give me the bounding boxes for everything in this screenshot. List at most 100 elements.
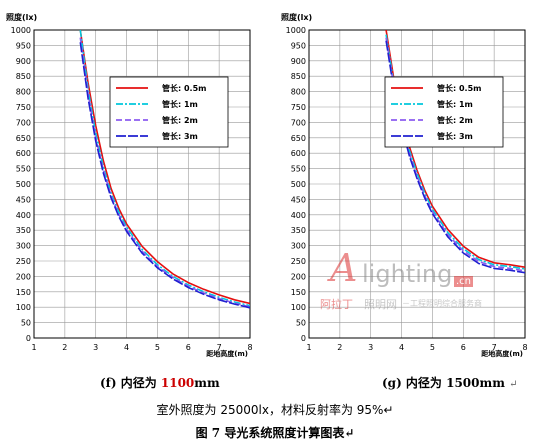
y-tick-label: 150 (16, 288, 31, 297)
y-tick-label: 900 (16, 57, 31, 66)
watermark-logo-badge: .cn (454, 276, 474, 287)
y-tick-label: 750 (291, 103, 306, 112)
plot-frame (308, 29, 526, 339)
plot-frame (33, 29, 251, 339)
y-tick-label: 400 (291, 211, 306, 220)
x-tick-label: 7 (492, 343, 497, 352)
y-tick-label: 550 (16, 165, 31, 174)
x-tick-label: 8 (522, 343, 527, 352)
x-axis-label: 距地高度(m) (206, 349, 248, 358)
y-axis-label: 照度(lx) (281, 12, 312, 22)
y-tick-label: 600 (291, 149, 306, 158)
y-tick-label: 950 (291, 41, 306, 50)
watermark-brand: 阿拉丁 (320, 298, 353, 311)
y-tick-label: 750 (16, 103, 31, 112)
y-tick-label: 300 (291, 242, 306, 251)
y-tick-label: 850 (291, 72, 306, 81)
x-tick-label: 1 (306, 343, 311, 352)
y-tick-label: 500 (291, 180, 306, 189)
x-tick-label: 6 (186, 343, 191, 352)
y-tick-label: 200 (291, 272, 306, 281)
y-tick-label: 100 (16, 303, 31, 312)
y-tick-label: 300 (16, 242, 31, 251)
x-tick-label: 8 (247, 343, 252, 352)
series-line (79, 37, 250, 308)
caption-left-suffix: mm (194, 376, 220, 390)
x-tick-label: 2 (337, 343, 342, 352)
y-tick-label: 800 (16, 88, 31, 97)
y-tick-label: 350 (16, 226, 31, 235)
y-tick-label: 700 (291, 118, 306, 127)
chart-left: 0 50 100 150 200 250 300 350 400 450 500 550 600 650 7… (6, 12, 253, 358)
legend-label: 管长: 2m (437, 115, 473, 125)
chart-right: 0 50 100 150 200 250 300 350 400 450 500 550 600 650 7… (281, 12, 528, 358)
watermark: A lighting .cn 阿拉丁 照明网 －工程照明综合服务商 (318, 246, 498, 316)
y-tick-label: 50 (21, 319, 31, 328)
y-tick-label: 500 (16, 180, 31, 189)
x-tick-label: 4 (399, 343, 404, 352)
y-tick-label: 450 (291, 195, 306, 204)
y-tick-label: 600 (16, 149, 31, 158)
y-axis-label: 照度(lx) (6, 12, 37, 22)
series-line (79, 30, 250, 307)
series-group (385, 30, 525, 274)
grid (33, 29, 251, 339)
caption-right: (g) 内径为 1500mm ↵ (382, 374, 517, 391)
x-tick-label: 6 (461, 343, 466, 352)
y-tick-label: 150 (291, 288, 306, 297)
y-tick-label: 50 (296, 319, 306, 328)
y-tick-label: 100 (291, 303, 306, 312)
caption-left-value: 1100 (160, 376, 195, 390)
series-line (79, 42, 250, 309)
y-tick-label: 800 (291, 88, 306, 97)
x-tick-label: 4 (124, 343, 129, 352)
x-tick-label: 7 (217, 343, 222, 352)
legend-label: 管长: 2m (162, 115, 198, 125)
y-tick-label: 250 (291, 257, 306, 266)
y-tick-label: 700 (16, 118, 31, 127)
legend-label: 管长: 1m (437, 99, 473, 109)
y-tick-label: 0 (26, 334, 31, 343)
y-tick-label: 450 (16, 195, 31, 204)
legend-label: 管长: 3m (437, 131, 473, 141)
paragraph-mark: ↵ (509, 379, 518, 390)
x-axis-label: 距地高度(m) (481, 349, 523, 358)
y-tick-label: 950 (16, 41, 31, 50)
note: 室外照度为 25000lx，材料反射率为 95%↵ (156, 403, 394, 417)
y-tick-label: 650 (291, 134, 306, 143)
caption-right-text: (g) 内径为 1500mm (382, 376, 505, 390)
y-tick-label: 200 (16, 272, 31, 281)
series-group (79, 30, 250, 309)
series-line (385, 34, 525, 270)
y-tick-label: 1000 (11, 26, 31, 35)
y-tick-label: 250 (16, 257, 31, 266)
x-tick-label: 3 (93, 343, 98, 352)
caption-left: (f) 内径为 1100mm (100, 374, 220, 391)
x-tick-label: 5 (430, 343, 435, 352)
watermark-tagline: －工程照明综合服务商 (402, 299, 482, 308)
y-tick-label: 900 (291, 57, 306, 66)
series-line (79, 30, 250, 305)
legend: 管长: 0.5m 管长: 1m 管长: 2m 管长: 3m (384, 76, 504, 148)
y-tick-label: 0 (301, 334, 306, 343)
x-tick-label: 1 (31, 343, 36, 352)
y-tick-label: 650 (16, 134, 31, 143)
y-tick-label: 1000 (286, 26, 306, 35)
watermark-site: 照明网 (364, 298, 397, 311)
legend: 管长: 0.5m 管长: 1m 管长: 2m 管长: 3m (109, 76, 229, 148)
legend-label: 管长: 3m (162, 131, 198, 141)
watermark-logo-word: lighting (362, 260, 453, 288)
x-tick-label: 2 (62, 343, 67, 352)
x-tick-label: 3 (368, 343, 373, 352)
x-tick-label: 5 (155, 343, 160, 352)
watermark-logo-letter: A (330, 246, 358, 290)
legend-label: 管长: 1m (162, 99, 198, 109)
y-tick-label: 400 (16, 211, 31, 220)
y-tick-label: 350 (291, 226, 306, 235)
legend-label: 管长: 0.5m (162, 83, 207, 93)
y-tick-label: 550 (291, 165, 306, 174)
y-tick-label: 850 (16, 72, 31, 81)
series-line (385, 37, 525, 272)
legend-label: 管长: 0.5m (437, 83, 482, 93)
caption-left-prefix: (f) 内径为 (100, 376, 161, 390)
